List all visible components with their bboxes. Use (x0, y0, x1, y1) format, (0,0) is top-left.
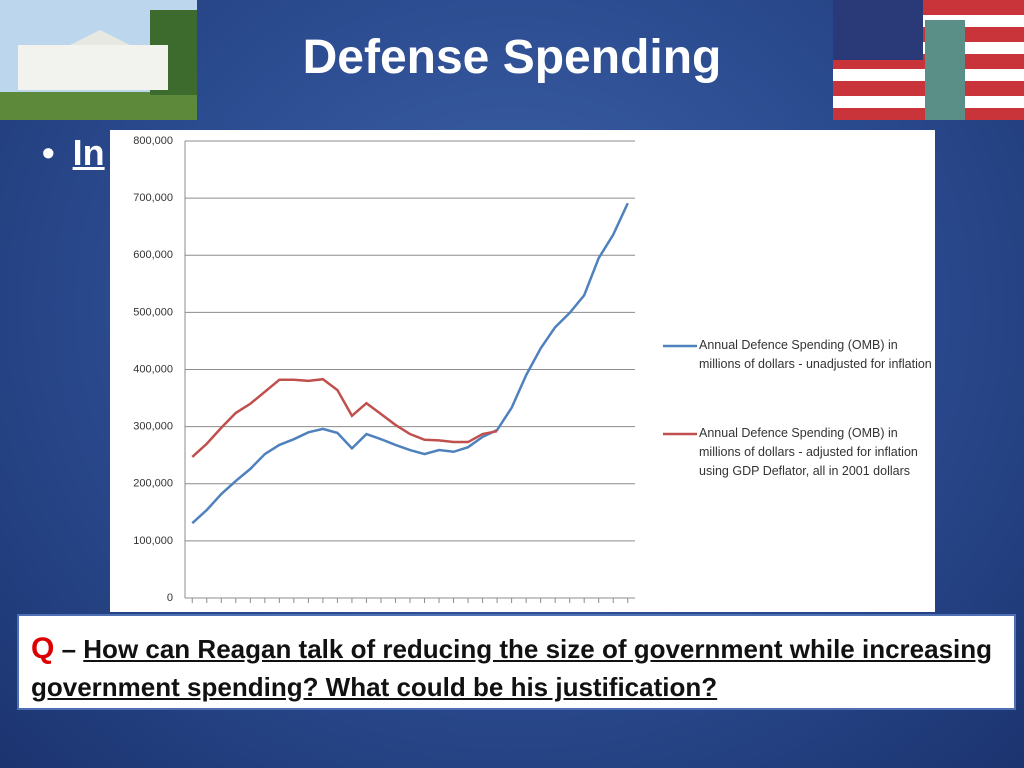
bullet: • In (42, 132, 105, 173)
y-tick-label: 400,000 (133, 363, 173, 375)
y-tick-label: 100,000 (133, 535, 173, 547)
lawn (0, 92, 197, 120)
roof (70, 30, 130, 45)
star-field (833, 0, 923, 60)
y-tick-label: 600,000 (133, 249, 173, 261)
statue (925, 20, 965, 120)
question-dash: – (61, 634, 77, 664)
y-tick-label: 500,000 (133, 306, 173, 318)
series-line (191, 377, 498, 458)
decor (0, 0, 1024, 120)
legend-entry: Annual Defence Spending (OMB) in million… (699, 426, 918, 478)
y-tick-label: 200,000 (133, 478, 173, 490)
y-tick-label: 800,000 (133, 135, 173, 147)
legend-entry: Annual Defence Spending (OMB) in million… (699, 338, 932, 371)
chart: 0 100,000 200,000 300,000 400,000 500,000 600,… (133, 135, 697, 604)
y-tick-label: 700,000 (133, 192, 173, 204)
y-tick-label: 0 (167, 592, 173, 604)
question-text: How can Reagan talk of reducing the size… (31, 634, 993, 702)
series-line (191, 202, 629, 525)
question-marker: Q (31, 632, 55, 665)
house (18, 45, 168, 90)
slide-title: Defense Spending (302, 31, 722, 84)
chart-panel: 0 100,000 200,000 300,000 400,000 500,000 600,… (110, 130, 935, 612)
question-box: Q – How can Reagan talk of reducing the … (17, 614, 1016, 710)
bullet-text: In (72, 132, 105, 173)
y-tick-label: 300,000 (133, 421, 173, 433)
